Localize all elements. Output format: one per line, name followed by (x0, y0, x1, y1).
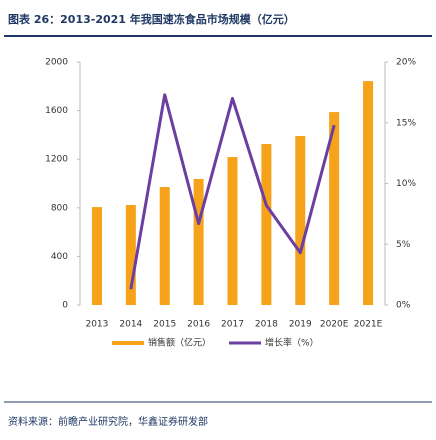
y-tick-label: 1200 (45, 155, 68, 165)
x-tick-label: 2020E (320, 320, 349, 330)
bar (193, 179, 204, 305)
y2-tick-label: 5% (396, 240, 411, 250)
source: 资料来源：前瞻产业研究院，华鑫证券研发部 (8, 415, 208, 428)
x-tick-label: 2018 (255, 320, 278, 330)
bar (159, 187, 170, 305)
x-tick-label: 2021E (354, 320, 383, 330)
x-tick-label: 2015 (153, 320, 176, 330)
x-tick-label: 2016 (187, 320, 210, 330)
legend-label: 销售额（亿元） (148, 337, 211, 349)
y-tick-label: 1600 (45, 106, 68, 116)
y-tick-label: 400 (51, 252, 68, 262)
bar (91, 207, 102, 305)
bar (363, 81, 374, 305)
y-tick-label: 800 (51, 203, 68, 213)
bar (329, 112, 340, 305)
legend-label: 增长率（%） (265, 337, 319, 349)
y-tick-label: 0 (62, 301, 68, 311)
x-tick-label: 2013 (85, 320, 108, 330)
y2-tick-label: 0% (396, 301, 411, 311)
y2-tick-label: 20% (396, 58, 416, 68)
x-tick-label: 2019 (289, 320, 312, 330)
bar (227, 157, 238, 305)
legend-swatch (112, 341, 144, 345)
y2-tick-label: 10% (396, 179, 416, 189)
line (129, 93, 336, 290)
y2-tick-label: 15% (396, 118, 416, 128)
bar (295, 135, 306, 305)
x-tick-label: 2017 (221, 320, 244, 330)
bar (261, 144, 272, 305)
bar (125, 205, 136, 305)
x-tick-label: 2014 (119, 320, 142, 330)
y-tick-label: 2000 (45, 58, 68, 68)
chart-title: 图表 26：2013-2021 年我国速冻食品市场规模（亿元） (8, 12, 295, 26)
